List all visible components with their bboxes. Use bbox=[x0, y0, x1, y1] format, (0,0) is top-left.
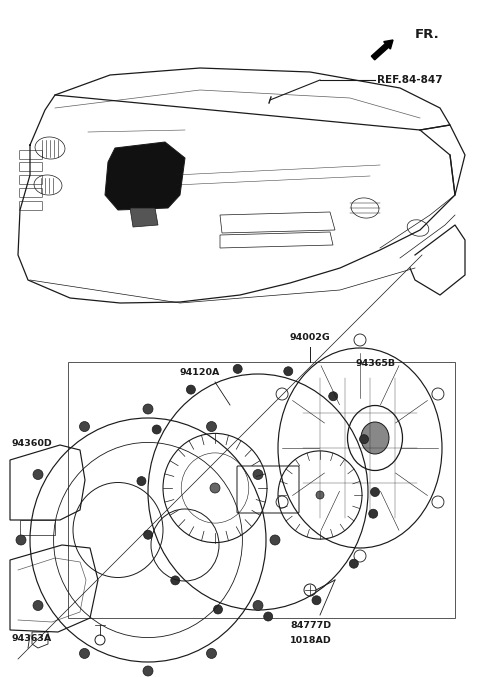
Circle shape bbox=[144, 530, 153, 540]
Polygon shape bbox=[105, 142, 185, 210]
Circle shape bbox=[206, 649, 216, 659]
Circle shape bbox=[253, 600, 263, 611]
Circle shape bbox=[16, 535, 26, 545]
Text: 84777D: 84777D bbox=[290, 621, 331, 630]
Circle shape bbox=[33, 600, 43, 611]
Text: 94360D: 94360D bbox=[12, 439, 53, 448]
Text: 94365B: 94365B bbox=[355, 359, 395, 368]
Circle shape bbox=[349, 559, 359, 568]
Circle shape bbox=[143, 404, 153, 414]
Circle shape bbox=[80, 649, 89, 659]
Circle shape bbox=[186, 385, 195, 394]
Circle shape bbox=[210, 483, 220, 493]
Circle shape bbox=[233, 364, 242, 374]
Ellipse shape bbox=[361, 422, 389, 454]
Text: 94120A: 94120A bbox=[180, 368, 220, 377]
Circle shape bbox=[152, 425, 161, 434]
FancyArrow shape bbox=[372, 40, 393, 60]
Circle shape bbox=[264, 612, 273, 621]
Circle shape bbox=[137, 477, 146, 485]
Text: FR.: FR. bbox=[415, 28, 440, 41]
Text: 1018AD: 1018AD bbox=[290, 636, 332, 645]
Circle shape bbox=[360, 435, 369, 443]
Circle shape bbox=[369, 509, 378, 518]
Circle shape bbox=[214, 605, 223, 614]
Circle shape bbox=[171, 576, 180, 585]
Circle shape bbox=[270, 535, 280, 545]
Circle shape bbox=[312, 596, 321, 605]
Text: REF.84-847: REF.84-847 bbox=[377, 75, 443, 85]
Circle shape bbox=[253, 470, 263, 479]
Circle shape bbox=[143, 666, 153, 676]
Text: 94363A: 94363A bbox=[12, 634, 52, 643]
Circle shape bbox=[371, 487, 380, 496]
Circle shape bbox=[80, 422, 89, 431]
Circle shape bbox=[33, 470, 43, 479]
Circle shape bbox=[284, 367, 293, 376]
Circle shape bbox=[316, 491, 324, 499]
Polygon shape bbox=[130, 208, 158, 227]
Circle shape bbox=[206, 422, 216, 431]
Circle shape bbox=[329, 392, 338, 401]
Text: 94002G: 94002G bbox=[289, 333, 330, 342]
